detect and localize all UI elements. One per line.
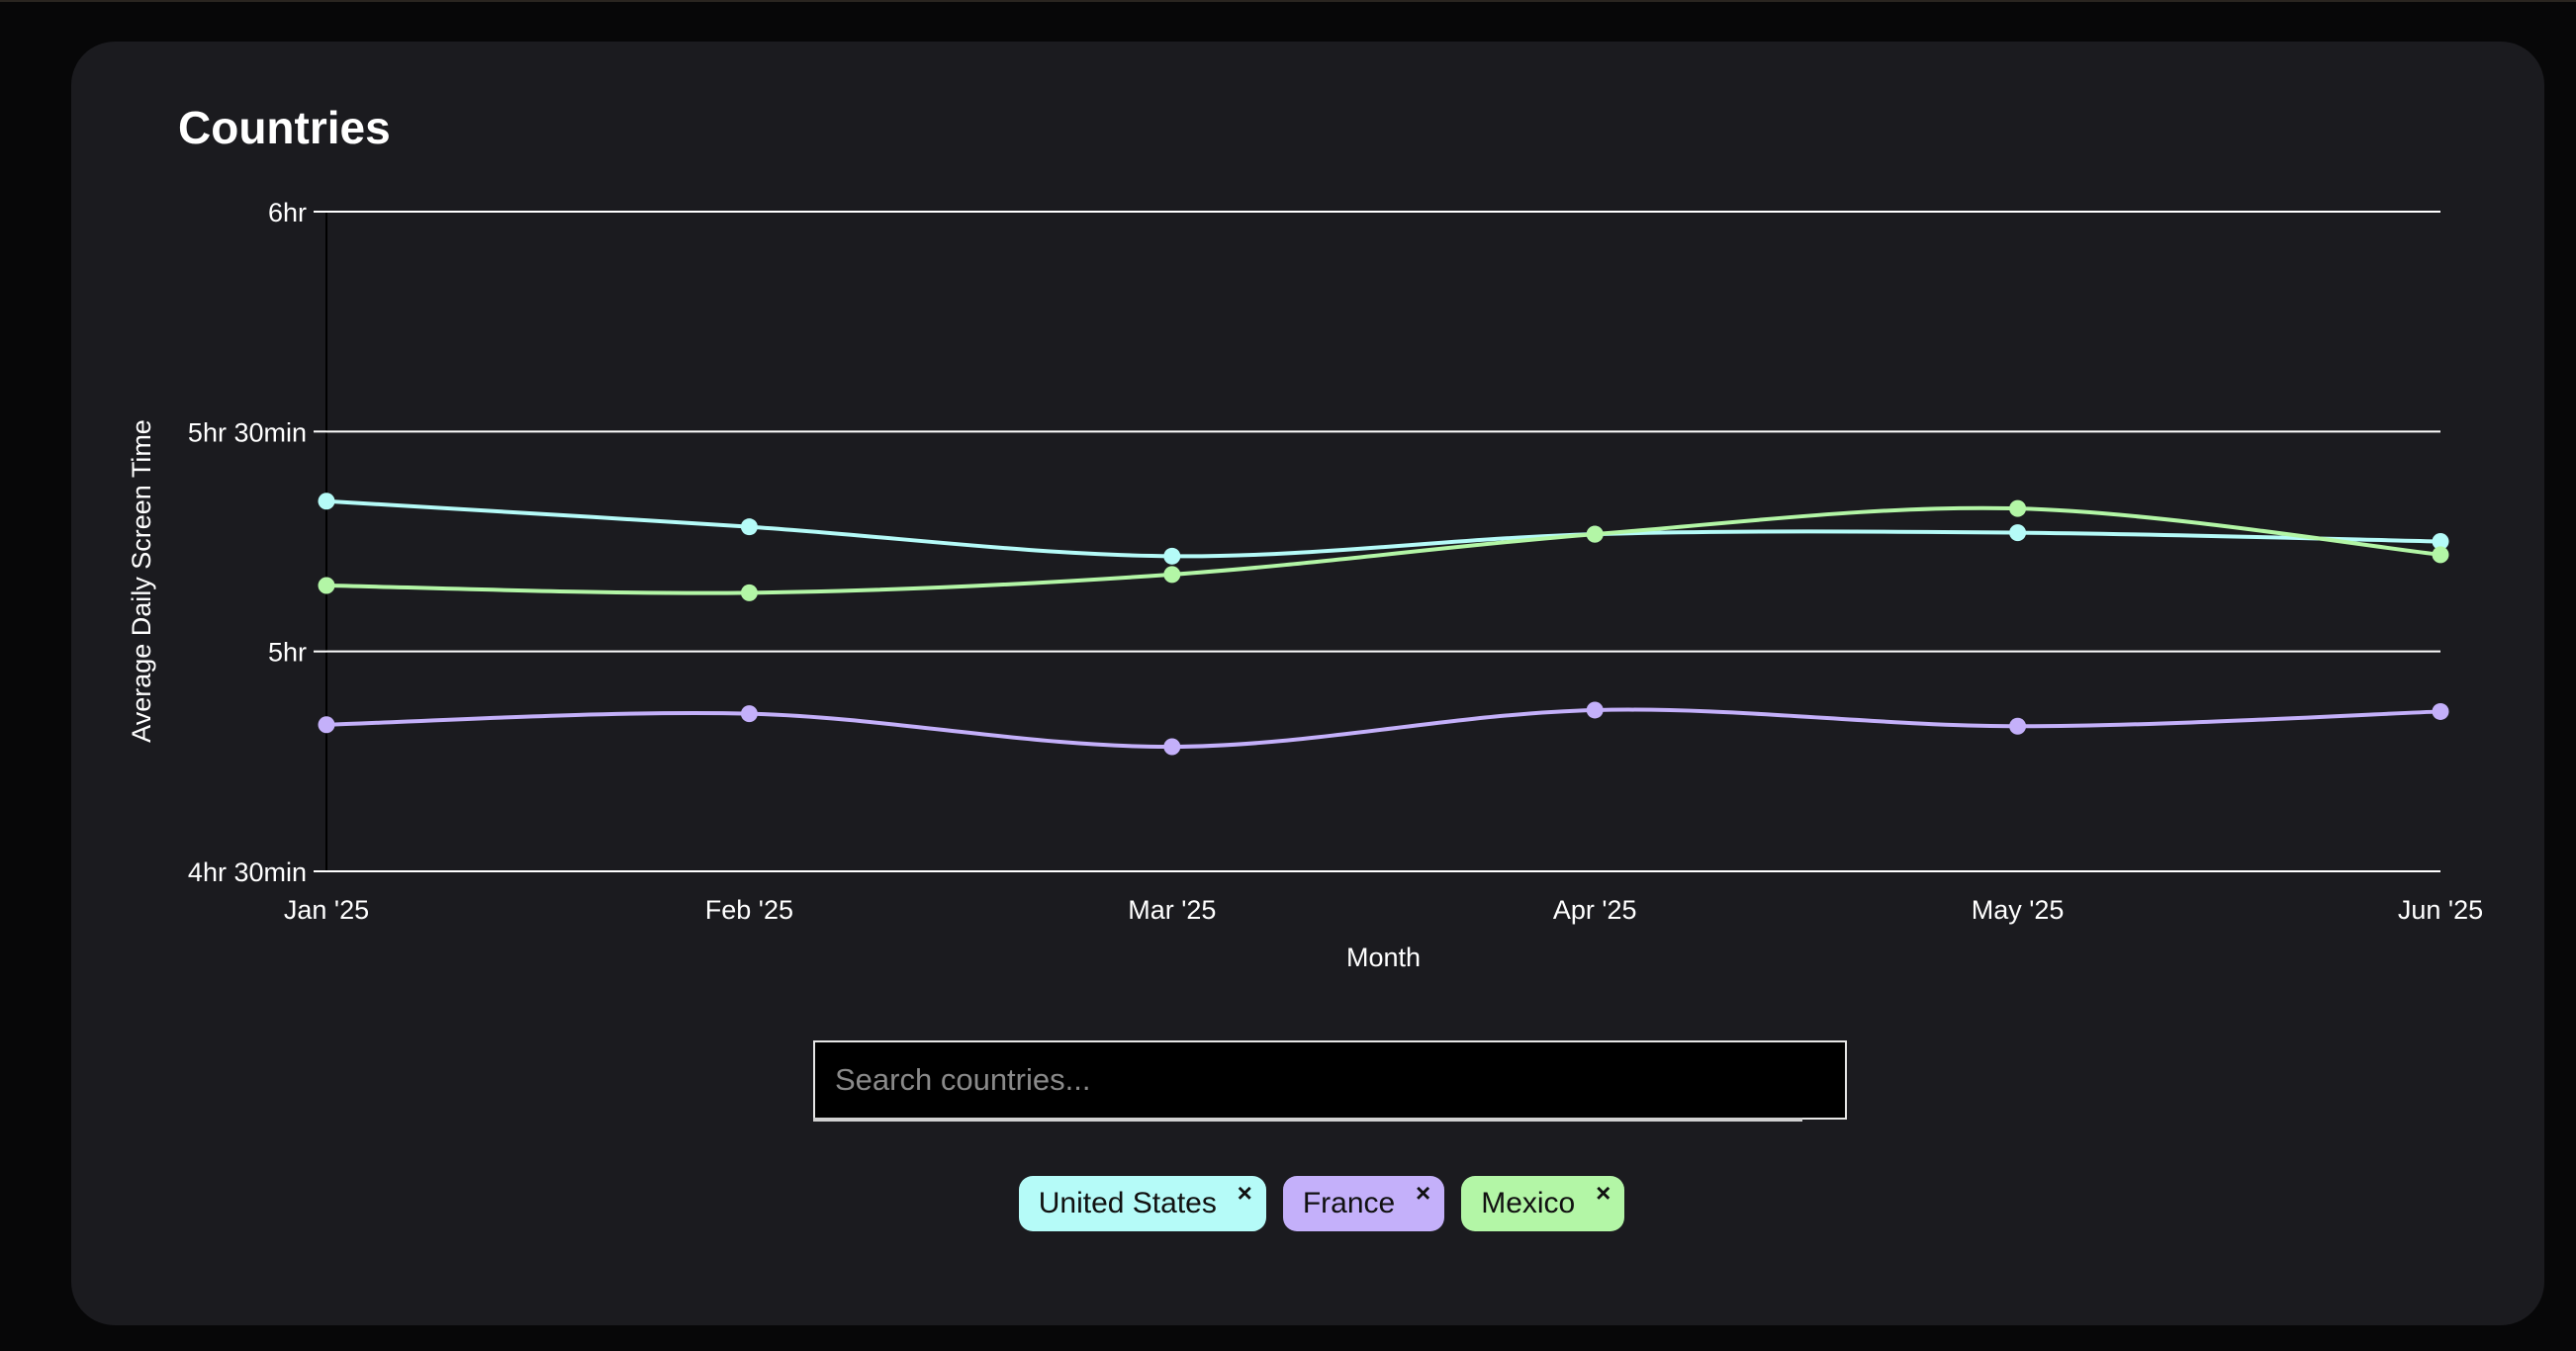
data-point-mexico	[740, 584, 758, 601]
y-tick-label: 4hr 30min	[188, 857, 307, 887]
series-line-france	[325, 707, 2441, 750]
search-input[interactable]	[813, 1040, 1847, 1120]
chip-label: Mexico	[1481, 1187, 1576, 1219]
close-icon[interactable]: ×	[1596, 1178, 1611, 1208]
selected-countries: United States × France × Mexico ×	[71, 1176, 2544, 1231]
chip-united-states[interactable]: United States ×	[1018, 1176, 1266, 1231]
y-tick-label: 5hr	[268, 638, 307, 668]
data-point-france	[1586, 701, 1604, 719]
countries-card: Countries 4hr 30min 5hr 5hr 30min 6hr Jan '2…	[71, 42, 2544, 1325]
y-tick-label: 6hr	[268, 198, 307, 227]
search-box	[813, 1040, 1847, 1120]
data-point-united-states	[2009, 524, 2027, 542]
data-point-france	[1163, 738, 1181, 756]
data-point-france	[318, 716, 335, 734]
y-axis-title: Average Daily Screen Time	[127, 419, 156, 743]
data-point-united-states	[2432, 533, 2449, 550]
line-chart: 4hr 30min 5hr 5hr 30min 6hr Jan '25 Feb '25 Ma…	[127, 198, 2483, 972]
x-tick-label: Jun '25	[2398, 895, 2483, 925]
close-icon[interactable]: ×	[1416, 1178, 1431, 1208]
chip-france[interactable]: France ×	[1282, 1176, 1445, 1231]
x-tick-label: May '25	[1972, 895, 2065, 925]
data-point-united-states	[740, 518, 758, 536]
x-axis-title: Month	[1346, 943, 1421, 972]
data-point-france	[2432, 702, 2449, 720]
x-tick-label: Apr '25	[1553, 895, 1637, 925]
data-point-france	[2009, 717, 2027, 735]
chip-mexico[interactable]: Mexico ×	[1461, 1176, 1625, 1231]
top-border	[0, 0, 2576, 2]
data-point-united-states	[1163, 547, 1181, 565]
x-tick-label: Mar '25	[1128, 895, 1216, 925]
search-underline	[813, 1118, 1802, 1122]
data-point-france	[740, 705, 758, 723]
chip-label: United States	[1038, 1187, 1217, 1219]
x-tick-label: Feb '25	[705, 895, 793, 925]
series-line-united-states	[325, 498, 2441, 559]
data-point-mexico	[1586, 525, 1604, 543]
y-tick-label: 5hr 30min	[188, 417, 307, 447]
x-tick-label: Jan '25	[284, 895, 369, 925]
data-point-mexico	[2009, 499, 2027, 517]
chip-label: France	[1302, 1187, 1396, 1219]
card-title: Countries	[178, 102, 391, 153]
series-line-mexico	[325, 505, 2441, 595]
data-point-united-states	[318, 493, 335, 510]
data-point-mexico	[318, 577, 335, 594]
data-point-mexico	[1163, 566, 1181, 584]
close-icon[interactable]: ×	[1237, 1178, 1252, 1208]
data-point-mexico	[2432, 546, 2449, 564]
